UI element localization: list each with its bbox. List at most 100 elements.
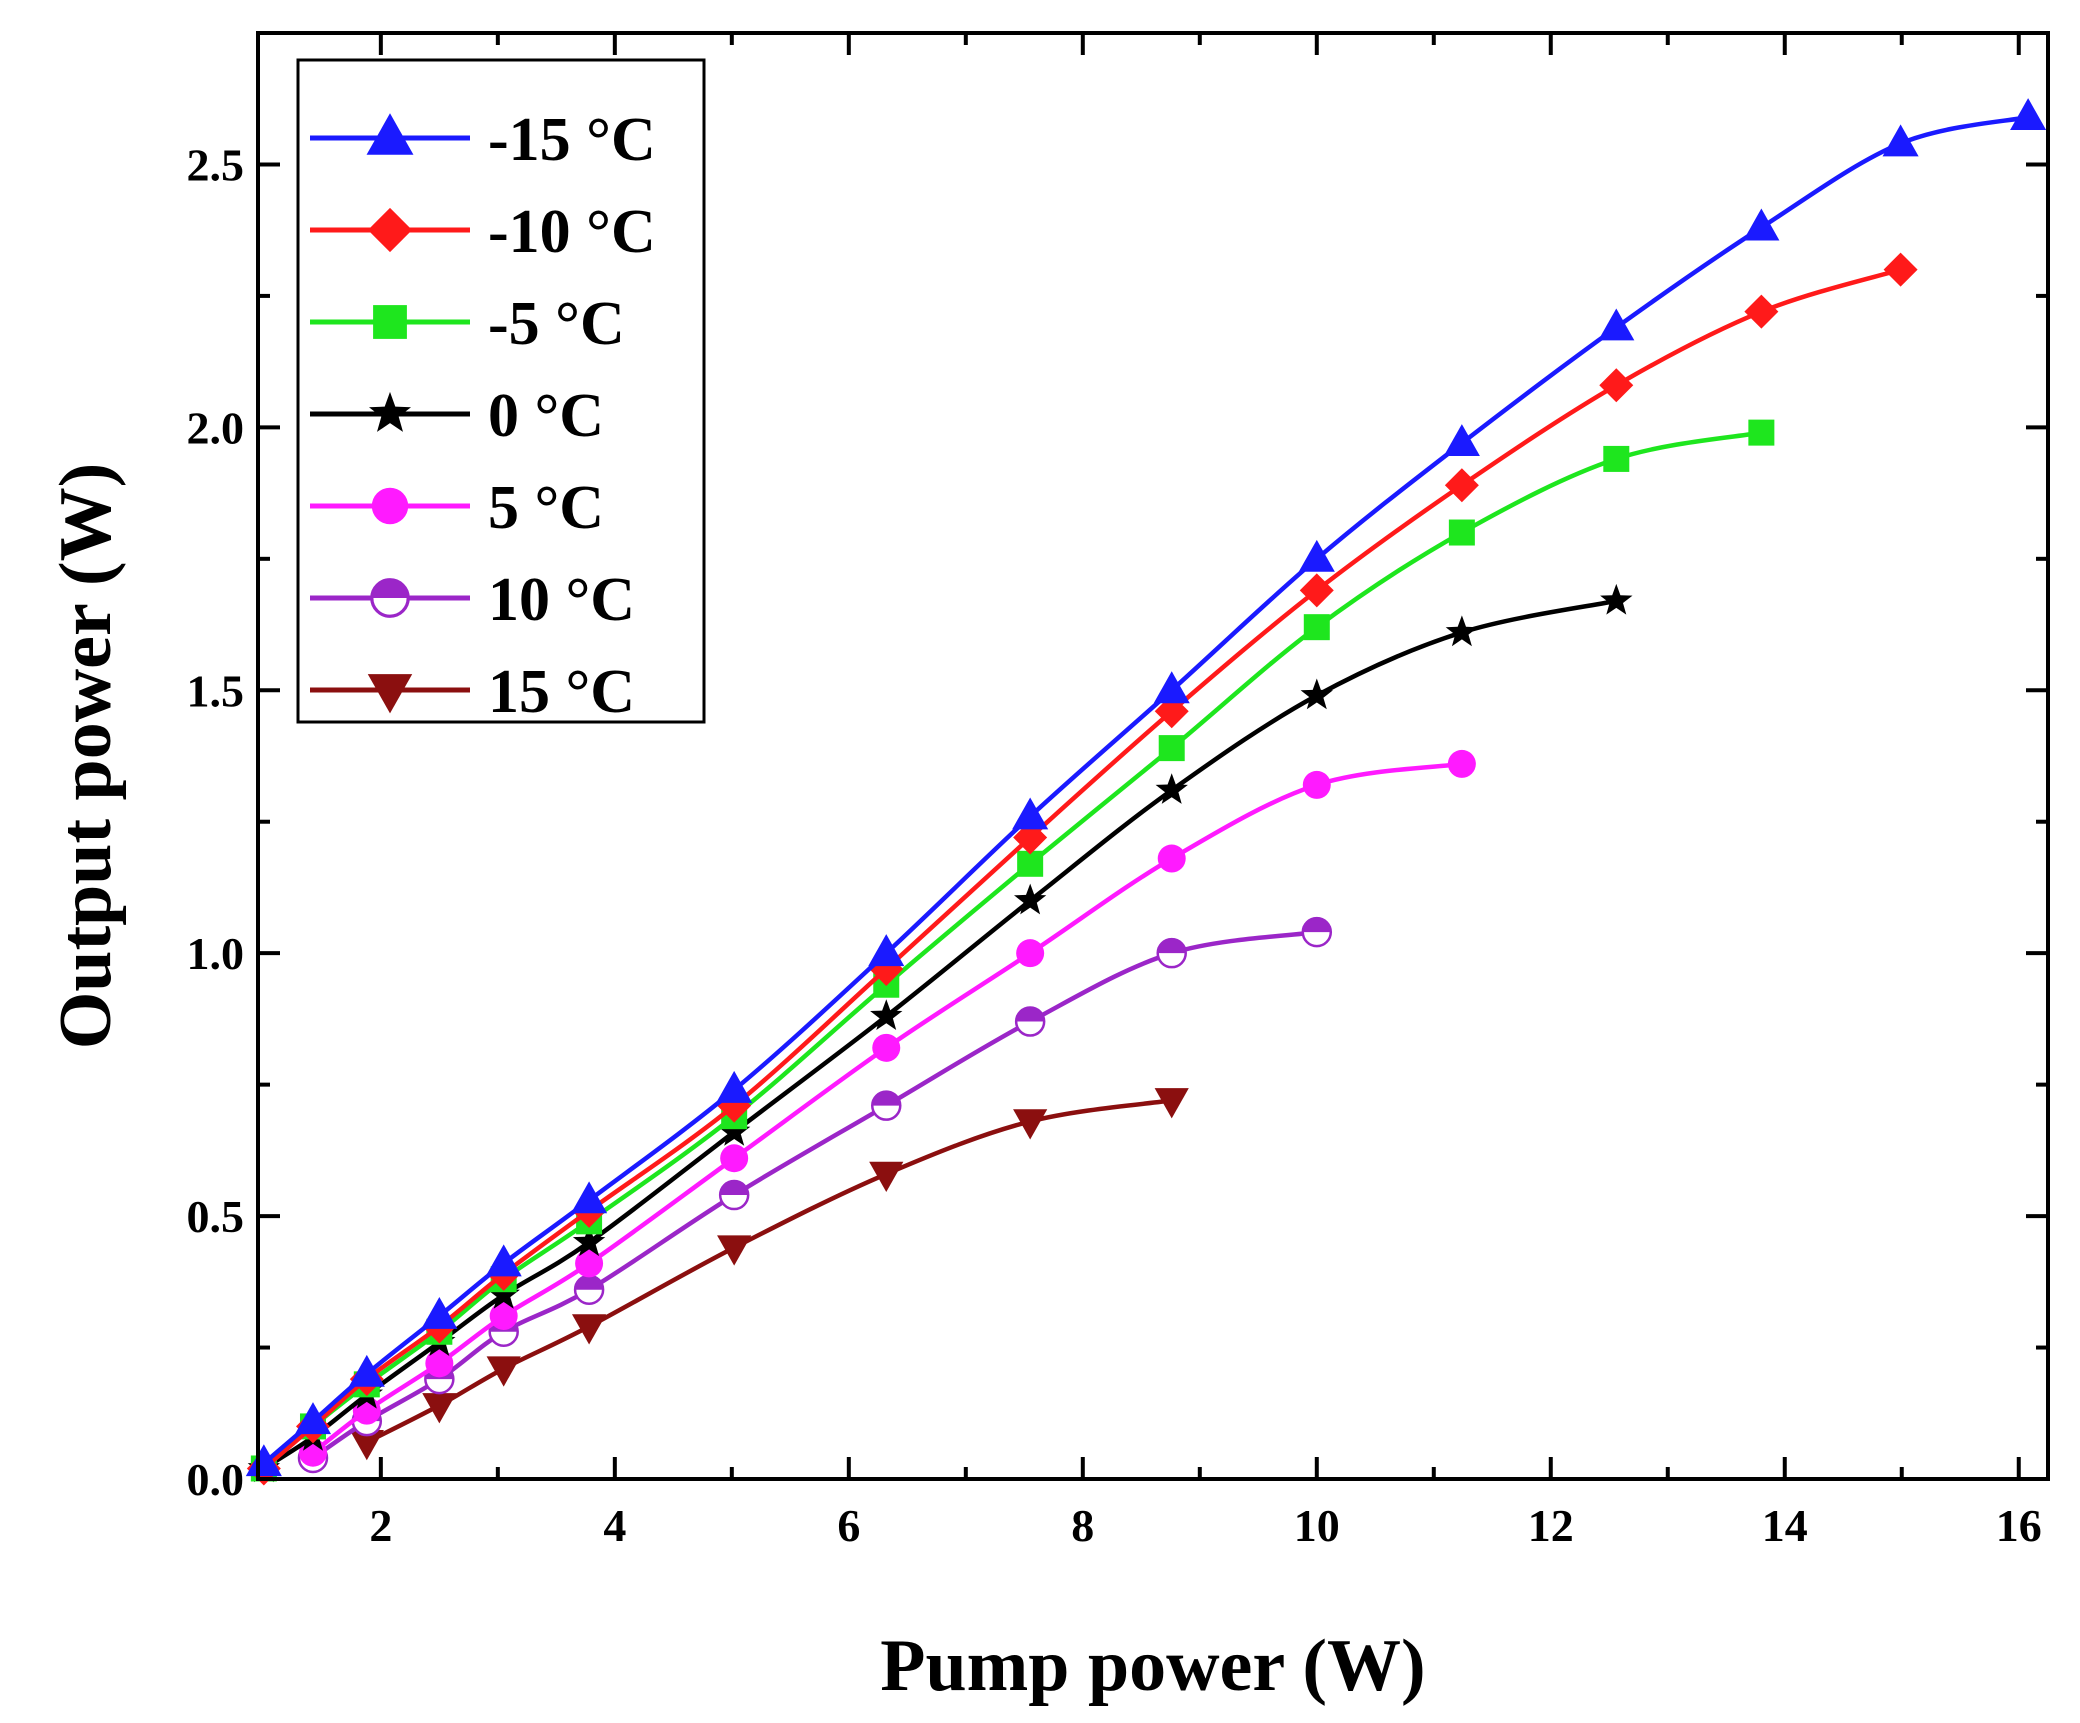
series-line bbox=[365, 1098, 1173, 1445]
x-tick-label: 6 bbox=[837, 1500, 860, 1551]
legend-marker bbox=[367, 674, 413, 714]
y-tick-label: 2.5 bbox=[187, 139, 245, 190]
legend-item: 10 °C bbox=[310, 566, 635, 634]
data-point bbox=[718, 1179, 750, 1211]
data-point bbox=[1012, 797, 1049, 830]
legend-item: -10 °C bbox=[310, 198, 656, 266]
data-point bbox=[571, 1314, 607, 1345]
data-point bbox=[571, 1181, 608, 1214]
x-tick-label: 2 bbox=[369, 1500, 392, 1551]
data-point bbox=[1603, 445, 1630, 472]
x-tick-label: 10 bbox=[1294, 1500, 1340, 1551]
data-point bbox=[2010, 98, 2047, 131]
data-point-fill bbox=[1157, 939, 1186, 954]
data-point bbox=[486, 1356, 521, 1387]
legend-marker bbox=[373, 305, 407, 339]
data-point bbox=[1600, 583, 1633, 615]
data-point bbox=[422, 1393, 457, 1424]
y-tick-label: 0.5 bbox=[187, 1191, 245, 1242]
data-point bbox=[573, 1274, 605, 1305]
data-point bbox=[1298, 539, 1335, 572]
data-point bbox=[1443, 424, 1480, 457]
legend-box bbox=[296, 58, 706, 724]
data-point bbox=[1599, 368, 1634, 403]
series-0 bbox=[245, 98, 2047, 1477]
data-point bbox=[294, 1402, 332, 1435]
data-point-fill bbox=[872, 1091, 901, 1106]
data-point bbox=[868, 934, 905, 967]
y-tick-label: 1.5 bbox=[187, 665, 245, 716]
legend-marker bbox=[369, 391, 411, 432]
legend-marker-fill bbox=[371, 579, 409, 598]
y-tick-label: 0.0 bbox=[187, 1454, 245, 1505]
data-point-fill bbox=[575, 1275, 604, 1290]
legend-label: 10 °C bbox=[488, 566, 635, 634]
series-6 bbox=[349, 1088, 1189, 1461]
legend: -15 °C -10 °C -5 °C 0 °C 5 °C 10 °C 15 °C bbox=[296, 58, 706, 726]
legend-marker bbox=[371, 487, 409, 525]
data-point bbox=[1302, 770, 1331, 799]
data-point bbox=[1017, 850, 1044, 877]
data-point bbox=[1299, 573, 1334, 608]
series-line bbox=[311, 929, 1318, 1460]
data-point bbox=[717, 1235, 752, 1266]
legend-item: 5 °C bbox=[310, 474, 604, 542]
data-point bbox=[1014, 1006, 1046, 1037]
data-point bbox=[1155, 773, 1188, 804]
data-point bbox=[1882, 124, 1919, 157]
data-point bbox=[1448, 519, 1475, 546]
data-point bbox=[718, 1115, 751, 1146]
data-point bbox=[1883, 252, 1918, 287]
data-point bbox=[872, 1033, 901, 1062]
data-point bbox=[1303, 614, 1330, 641]
data-point-fill bbox=[720, 1181, 749, 1196]
legend-label: -5 °C bbox=[488, 290, 625, 358]
data-point bbox=[1157, 844, 1186, 873]
legend-marker bbox=[366, 113, 414, 155]
data-point bbox=[716, 1070, 753, 1103]
data-point bbox=[1154, 1088, 1189, 1119]
data-point bbox=[1014, 883, 1047, 915]
x-tick-label: 4 bbox=[603, 1500, 626, 1551]
data-point bbox=[245, 1444, 282, 1477]
data-point bbox=[871, 1090, 902, 1121]
data-point bbox=[1156, 937, 1187, 969]
legend-item: 15 °C bbox=[310, 658, 635, 726]
legend-label: 0 °C bbox=[488, 382, 604, 450]
data-point bbox=[1016, 939, 1045, 968]
data-point bbox=[421, 1296, 458, 1329]
legend-item: -15 °C bbox=[310, 106, 656, 174]
data-point bbox=[1748, 419, 1775, 446]
data-point bbox=[1153, 671, 1190, 704]
data-point bbox=[489, 1301, 518, 1330]
data-point bbox=[349, 1429, 384, 1461]
legend-label: -15 °C bbox=[488, 106, 656, 174]
y-axis-title: Output power (W) bbox=[45, 463, 127, 1050]
data-point bbox=[485, 1244, 522, 1277]
data-point bbox=[1445, 615, 1478, 647]
data-point bbox=[1444, 468, 1479, 503]
data-point bbox=[1013, 1109, 1048, 1140]
x-tick-label: 16 bbox=[1996, 1500, 2042, 1551]
legend-label: 5 °C bbox=[488, 474, 604, 542]
data-point-fill bbox=[1302, 918, 1331, 933]
x-tick-label: 12 bbox=[1528, 1500, 1574, 1551]
x-tick-label: 14 bbox=[1762, 1500, 1808, 1551]
legend-marker bbox=[367, 207, 413, 253]
data-point bbox=[348, 1354, 385, 1387]
y-tick-label: 1.0 bbox=[187, 928, 245, 979]
data-point bbox=[1598, 308, 1635, 341]
series-line bbox=[262, 598, 1617, 1471]
legend-item: -5 °C bbox=[310, 290, 625, 358]
data-point bbox=[425, 1349, 454, 1378]
data-point bbox=[575, 1249, 604, 1278]
data-point bbox=[869, 1161, 904, 1193]
x-axis-title: Pump power (W) bbox=[880, 1625, 1425, 1707]
legend-item: 0 °C bbox=[310, 382, 604, 450]
data-point bbox=[1300, 678, 1333, 710]
legend-label: 15 °C bbox=[488, 658, 635, 726]
legend-label: -10 °C bbox=[488, 198, 656, 266]
axis-layer: 2 4 6 8 10 12 14 16 0.0 0.5 1.0 1.5 2.0 2.5 bbox=[187, 31, 2048, 1551]
y-tick-label: 2.0 bbox=[187, 402, 245, 453]
